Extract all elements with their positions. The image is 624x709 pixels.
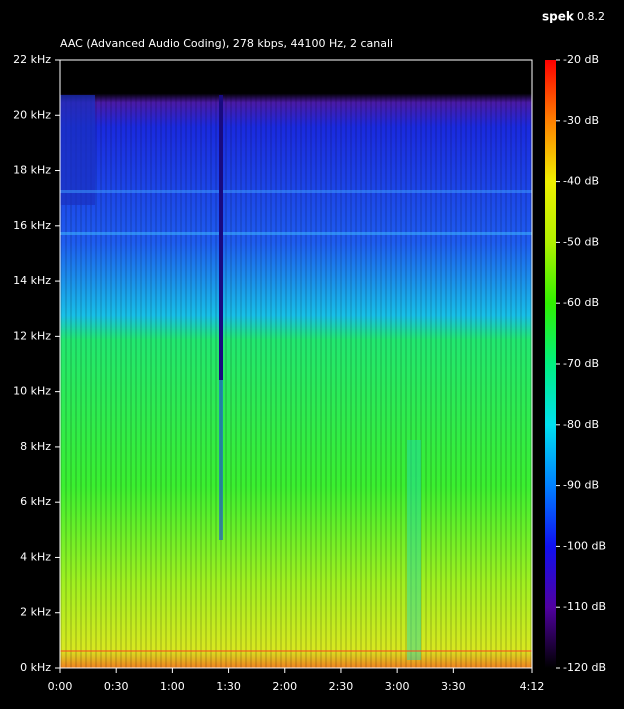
color-tick-label: -110 dB — [563, 600, 606, 613]
spectrogram-band — [60, 232, 532, 235]
x-tick-label: 4:12 — [520, 680, 545, 693]
color-tick-label: -120 dB — [563, 661, 606, 674]
y-tick-label: 2 kHz — [20, 606, 51, 619]
x-tick-label: 3:30 — [441, 680, 466, 693]
app-name: spek — [542, 10, 575, 24]
color-tick-label: -80 dB — [563, 418, 599, 431]
x-tick-label: 3:00 — [385, 680, 410, 693]
y-tick-label: 20 kHz — [13, 108, 51, 121]
color-tick-label: -20 dB — [563, 53, 599, 66]
spectrogram-patch — [60, 95, 95, 205]
chart-title: AAC (Advanced Audio Coding), 278 kbps, 4… — [60, 37, 393, 50]
color-tick-label: -70 dB — [563, 357, 599, 370]
app-version: 0.8.2 — [577, 10, 605, 23]
spectrogram-band — [60, 190, 532, 193]
spectrogram-gap — [219, 95, 223, 380]
color-tick-label: -60 dB — [563, 296, 599, 309]
y-tick-label: 14 kHz — [13, 274, 51, 287]
y-tick-label: 0 kHz — [20, 661, 51, 674]
x-tick-label: 0:30 — [104, 680, 129, 693]
x-tick-label: 1:00 — [160, 680, 185, 693]
x-tick-label: 1:30 — [216, 680, 241, 693]
y-tick-label: 22 kHz — [13, 53, 51, 66]
plot-frame — [59, 59, 533, 669]
x-tick-label: 2:00 — [272, 680, 297, 693]
spectrogram-gap — [407, 440, 421, 660]
y-tick-label: 6 kHz — [20, 495, 51, 508]
y-tick-label: 8 kHz — [20, 440, 51, 453]
color-tick-label: -50 dB — [563, 235, 599, 248]
y-tick-label: 10 kHz — [13, 385, 51, 398]
spectrogram-band — [60, 650, 532, 652]
y-tick-label: 18 kHz — [13, 164, 51, 177]
color-tick-label: -100 dB — [563, 539, 606, 552]
spectrogram-gap — [219, 380, 223, 540]
spectrogram — [60, 60, 532, 668]
color-tick-label: -90 dB — [563, 479, 599, 492]
y-tick-label: 16 kHz — [13, 219, 51, 232]
color-tick-label: -30 dB — [563, 114, 599, 127]
x-tick-label: 0:00 — [48, 680, 73, 693]
y-tick-label: 12 kHz — [13, 329, 51, 342]
y-tick-label: 4 kHz — [20, 550, 51, 563]
color-bar — [545, 60, 556, 668]
x-tick-label: 2:30 — [329, 680, 354, 693]
spectrogram-texture — [60, 60, 532, 668]
color-tick-label: -40 dB — [563, 175, 599, 188]
